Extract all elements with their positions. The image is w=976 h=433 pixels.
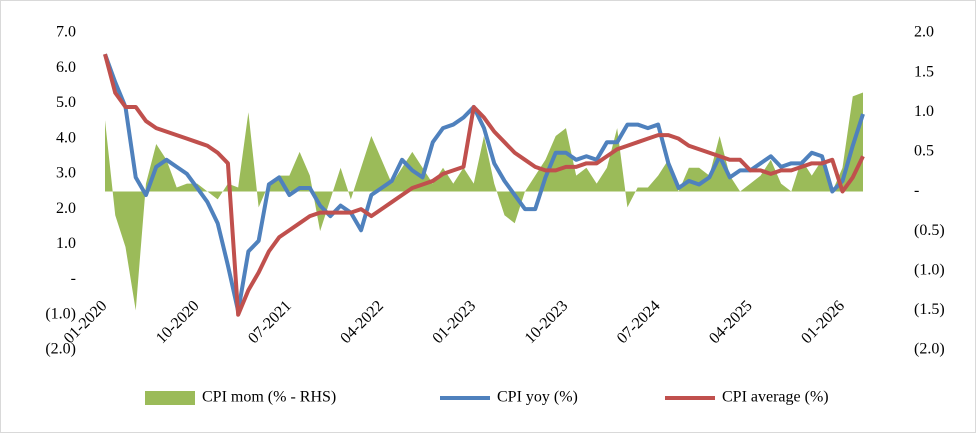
y2-tick-label: - [914, 182, 919, 199]
y-tick-label: 5.0 [56, 94, 76, 111]
y-tick-label: (2.0) [45, 341, 76, 358]
y2-tick-label: (0.5) [914, 222, 945, 239]
area [105, 92, 863, 311]
y-tick-label: 2.0 [56, 200, 76, 217]
y2-tick-label: 0.5 [914, 143, 934, 160]
y-tick-label: 7.0 [56, 24, 76, 41]
y-tick-label: 3.0 [56, 165, 76, 182]
y2-tick-label: 2.0 [914, 24, 934, 41]
y2-tick-label: 1.0 [914, 103, 934, 120]
y-tick-label: - [71, 270, 76, 287]
y-tick-label: (1.0) [45, 305, 76, 322]
y-tick-label: 6.0 [56, 59, 76, 76]
legend-swatch [145, 391, 195, 405]
legend-label: CPI mom (% - RHS) [202, 389, 336, 406]
line [103, 53, 865, 314]
legend-label: CPI yoy (%) [497, 389, 578, 406]
y2-tick-label: (2.0) [914, 341, 945, 358]
y2-tick-label: (1.0) [914, 261, 945, 278]
y-tick-label: 4.0 [56, 129, 76, 146]
legend-label: CPI average (%) [722, 389, 829, 406]
y-tick-label: 1.0 [56, 235, 76, 252]
line [103, 53, 865, 317]
y2-tick-label: 1.5 [914, 63, 934, 80]
y2-tick-label: (1.5) [914, 301, 945, 318]
